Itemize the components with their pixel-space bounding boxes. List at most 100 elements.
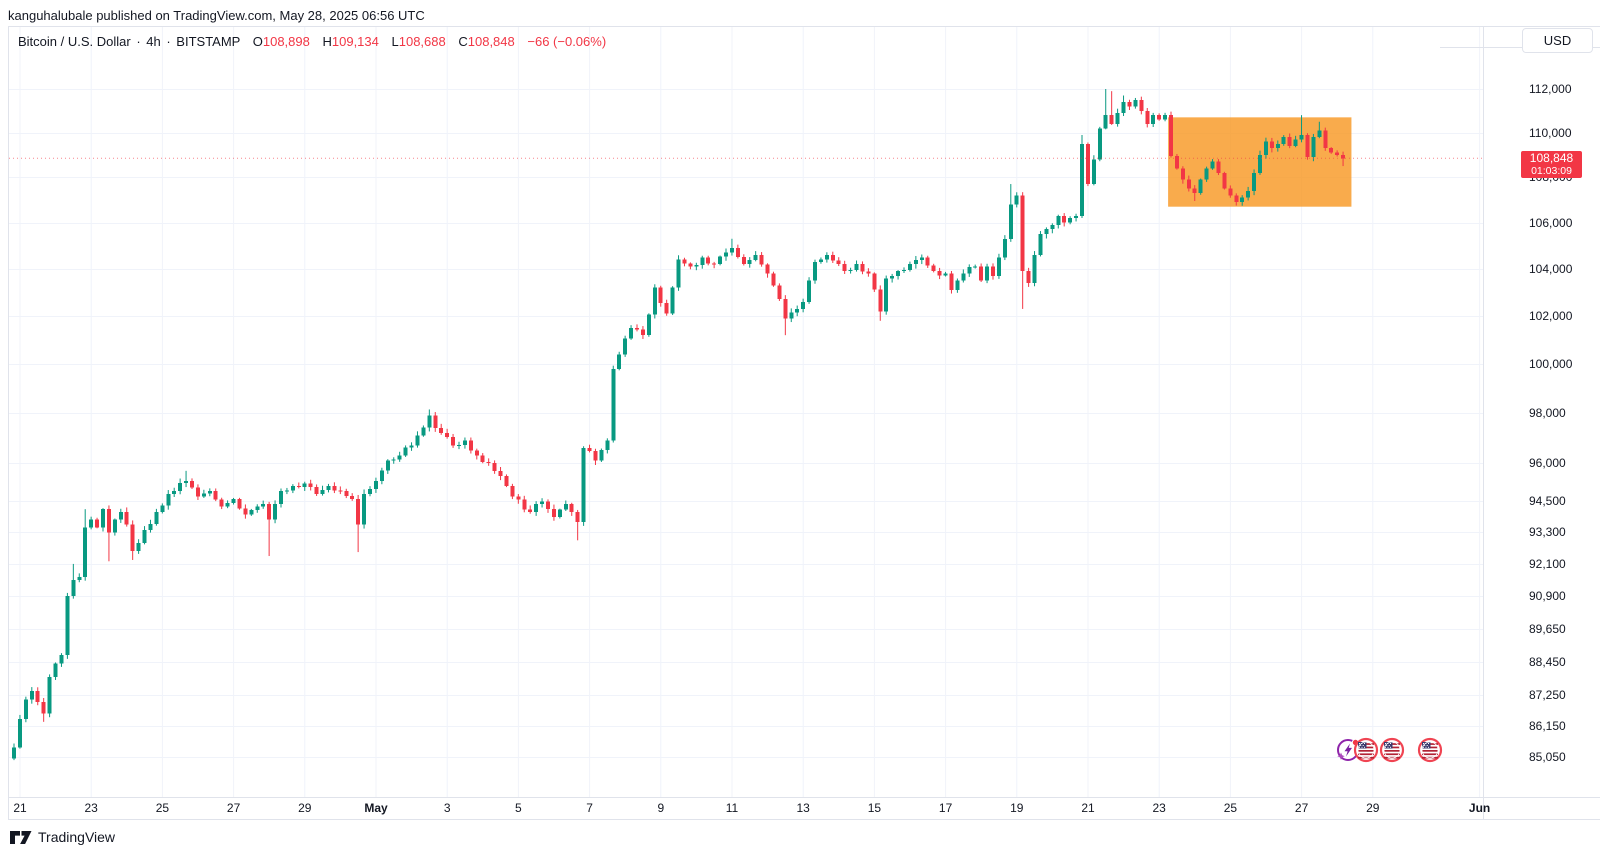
x-axis-label: 27 (226, 801, 241, 815)
candle (973, 266, 978, 268)
us-flag-event-icon[interactable] (1353, 737, 1379, 768)
candle (1115, 112, 1120, 124)
x-axis-label: 25 (1223, 801, 1238, 815)
time-axis-separator[interactable] (8, 797, 1600, 798)
candle (575, 511, 580, 523)
x-axis-label: 23 (84, 801, 98, 815)
candle (1091, 159, 1096, 185)
candle (943, 273, 948, 276)
candle (403, 447, 408, 456)
candle (433, 415, 438, 429)
ai-sparkle-event-icon[interactable] (1335, 737, 1361, 768)
candle (397, 455, 402, 460)
x-axis-label: 13 (796, 801, 810, 815)
x-axis-label: 23 (1152, 801, 1166, 815)
candle (1329, 148, 1334, 153)
candle (1317, 130, 1322, 138)
candle (801, 301, 806, 309)
candle (1044, 229, 1049, 235)
candle (172, 491, 177, 494)
change-value: −66 (−0.06%) (527, 34, 607, 49)
candle (700, 257, 705, 266)
candle (213, 491, 218, 500)
x-axis-label: 19 (1010, 801, 1024, 815)
x-axis-label: 5 (515, 801, 522, 815)
candle (919, 257, 924, 260)
candle (409, 445, 414, 448)
exchange-label[interactable]: BITSTAMP (176, 34, 241, 49)
candle (457, 445, 461, 447)
candle (890, 275, 895, 279)
tradingview-brand-text: TradingView (38, 829, 116, 845)
candle (955, 280, 960, 291)
candle (142, 529, 147, 543)
candle (1050, 224, 1055, 230)
us-flag-event-icon[interactable] (1417, 737, 1443, 768)
candle (47, 677, 52, 714)
candle (1263, 141, 1268, 155)
candle (1246, 190, 1251, 198)
candle (860, 264, 865, 272)
candle (486, 461, 491, 464)
candle (605, 440, 610, 450)
x-axis-label: 11 (725, 801, 739, 815)
candle (759, 254, 764, 265)
candle (896, 271, 901, 276)
candle (362, 493, 367, 525)
candle (338, 490, 343, 492)
candle (961, 273, 966, 281)
candle (451, 436, 456, 446)
candle (925, 257, 930, 266)
candle (985, 266, 990, 281)
candle (617, 354, 622, 369)
interval-label[interactable]: 4h (146, 34, 161, 49)
candle (611, 368, 616, 441)
candle (219, 499, 224, 507)
candle (195, 487, 200, 497)
candle (587, 448, 592, 452)
candle (344, 491, 349, 496)
candle (462, 440, 467, 446)
candle (1174, 156, 1179, 169)
candle (83, 527, 88, 578)
candle (664, 302, 669, 314)
ohlc-high: H109,134 (322, 34, 379, 49)
candle (771, 273, 776, 286)
candle (71, 579, 76, 596)
us-flag-event-icon[interactable] (1379, 737, 1405, 768)
candle (540, 501, 545, 504)
tradingview-mark-icon (10, 830, 32, 844)
price-axis-separator[interactable] (1483, 26, 1484, 820)
symbol-title[interactable]: Bitcoin / U.S. Dollar (18, 34, 131, 49)
candle (747, 260, 752, 265)
candle (1109, 115, 1114, 124)
badge-countdown: 01:03:09 (1531, 165, 1572, 178)
candle (314, 486, 319, 494)
candle (35, 691, 40, 703)
candle (1056, 215, 1061, 225)
candle (1192, 188, 1197, 194)
tradingview-logo[interactable]: TradingView (10, 829, 115, 845)
candle (184, 480, 189, 483)
candle (652, 287, 657, 315)
candle (516, 496, 521, 500)
y-axis-label: 89,650 (1529, 622, 1566, 637)
candle (1287, 137, 1292, 147)
candle (866, 271, 871, 274)
currency-usd-button[interactable]: USD (1522, 28, 1593, 53)
candle (1275, 143, 1280, 149)
candle (753, 254, 758, 261)
candle (967, 267, 972, 274)
candle (996, 257, 1001, 276)
candle (1074, 215, 1079, 219)
candle (207, 491, 212, 494)
candle (492, 463, 497, 471)
candle (12, 747, 16, 759)
candle (101, 509, 105, 528)
candle (326, 486, 331, 490)
candle (818, 259, 823, 262)
candle (1210, 161, 1215, 169)
candle (1085, 143, 1090, 185)
candlestick-series (12, 89, 1346, 761)
